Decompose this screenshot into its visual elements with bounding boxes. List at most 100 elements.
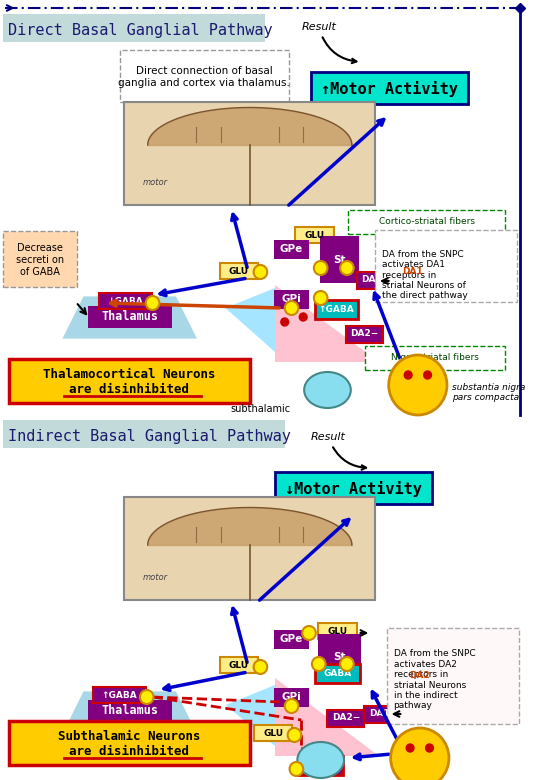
- Polygon shape: [60, 690, 199, 735]
- FancyBboxPatch shape: [89, 700, 172, 722]
- Circle shape: [312, 657, 326, 671]
- Text: St: St: [333, 652, 346, 662]
- Circle shape: [340, 261, 354, 275]
- Polygon shape: [225, 288, 275, 352]
- Circle shape: [404, 371, 412, 379]
- Text: +: +: [314, 659, 323, 669]
- Text: ↑GABA: ↑GABA: [102, 690, 137, 700]
- FancyBboxPatch shape: [124, 102, 375, 205]
- Text: ↑GABA: ↑GABA: [319, 304, 354, 314]
- Text: Decrease
secreti on
of GABA: Decrease secreti on of GABA: [16, 243, 64, 277]
- Text: Cortico-striatal fibers: Cortico-striatal fibers: [379, 218, 475, 226]
- Circle shape: [254, 660, 267, 674]
- Circle shape: [406, 744, 414, 752]
- Text: +: +: [305, 628, 314, 638]
- FancyBboxPatch shape: [311, 72, 468, 104]
- Circle shape: [289, 762, 303, 776]
- Circle shape: [314, 261, 327, 275]
- FancyBboxPatch shape: [298, 756, 343, 775]
- Text: SThN: SThN: [308, 755, 334, 765]
- Text: Result: Result: [301, 22, 356, 63]
- FancyBboxPatch shape: [315, 664, 360, 683]
- Text: +: +: [342, 659, 352, 669]
- Text: GLU: GLU: [229, 267, 249, 275]
- FancyBboxPatch shape: [375, 230, 517, 302]
- FancyBboxPatch shape: [275, 472, 433, 504]
- Text: DA from the SNPC
activates DA2
receptors in
striatal Neurons
in the indirect
pat: DA from the SNPC activates DA2 receptors…: [394, 650, 475, 711]
- Text: GPi: GPi: [282, 294, 301, 304]
- FancyBboxPatch shape: [254, 725, 293, 741]
- Text: GPi: GPi: [282, 692, 301, 702]
- Text: SNPC: SNPC: [405, 753, 435, 763]
- Text: DA2: DA2: [409, 672, 430, 680]
- FancyBboxPatch shape: [327, 710, 365, 727]
- Text: Result: Result: [311, 432, 366, 470]
- FancyBboxPatch shape: [346, 326, 383, 343]
- Polygon shape: [60, 295, 199, 340]
- Circle shape: [389, 355, 447, 415]
- FancyBboxPatch shape: [366, 346, 505, 370]
- FancyBboxPatch shape: [356, 272, 394, 289]
- Text: SThN: SThN: [315, 385, 340, 395]
- Text: Thalamus: Thalamus: [102, 310, 159, 324]
- Text: motor: motor: [143, 178, 168, 187]
- FancyBboxPatch shape: [220, 263, 259, 279]
- Circle shape: [140, 690, 153, 704]
- FancyBboxPatch shape: [318, 623, 356, 639]
- Text: −: −: [286, 700, 297, 712]
- Text: Thalamus: Thalamus: [102, 704, 159, 718]
- FancyBboxPatch shape: [220, 657, 259, 673]
- FancyBboxPatch shape: [9, 359, 249, 403]
- Text: GPe: GPe: [280, 244, 303, 254]
- Text: GABA: GABA: [323, 668, 352, 678]
- Text: GLU: GLU: [229, 661, 249, 669]
- Text: motor: motor: [143, 573, 168, 582]
- Circle shape: [288, 728, 301, 742]
- FancyBboxPatch shape: [3, 231, 77, 287]
- FancyBboxPatch shape: [348, 210, 505, 234]
- Text: Indirect Basal Ganglial Pathway: Indirect Basal Ganglial Pathway: [8, 428, 291, 444]
- FancyBboxPatch shape: [9, 721, 249, 765]
- Circle shape: [424, 371, 431, 379]
- Text: ↑Motor Activity: ↑Motor Activity: [321, 81, 458, 97]
- Text: Nigro-striatal fibers: Nigro-striatal fibers: [392, 353, 480, 363]
- FancyBboxPatch shape: [124, 497, 375, 600]
- FancyBboxPatch shape: [3, 14, 265, 42]
- Text: +: +: [256, 662, 265, 672]
- Text: DA1+: DA1+: [369, 710, 397, 718]
- Circle shape: [302, 626, 316, 640]
- Text: DA2−: DA2−: [350, 329, 379, 339]
- Polygon shape: [225, 685, 275, 746]
- Text: St: St: [333, 255, 346, 265]
- Circle shape: [299, 313, 307, 321]
- FancyBboxPatch shape: [274, 240, 309, 259]
- Circle shape: [146, 296, 159, 310]
- FancyBboxPatch shape: [99, 293, 152, 309]
- Text: +: +: [316, 263, 325, 273]
- FancyBboxPatch shape: [119, 50, 288, 102]
- Text: DA from the SNPC
activates DA1
receptors in
striatal Neurons of
the direct pathw: DA from the SNPC activates DA1 receptors…: [382, 250, 468, 300]
- Circle shape: [254, 265, 267, 279]
- Text: substantia nigra
pars compacta: substantia nigra pars compacta: [452, 383, 525, 402]
- Circle shape: [285, 699, 298, 713]
- Polygon shape: [275, 285, 379, 362]
- Text: DA1: DA1: [402, 268, 423, 276]
- FancyBboxPatch shape: [364, 706, 401, 723]
- FancyBboxPatch shape: [274, 630, 309, 649]
- FancyBboxPatch shape: [274, 290, 309, 309]
- Circle shape: [281, 318, 288, 326]
- Circle shape: [285, 301, 298, 315]
- Text: SNPC: SNPC: [403, 380, 433, 390]
- FancyBboxPatch shape: [315, 300, 357, 319]
- Text: subthalamic: subthalamic: [231, 404, 291, 414]
- Text: Direct Basal Ganglial Pathway: Direct Basal Ganglial Pathway: [8, 23, 272, 37]
- FancyBboxPatch shape: [320, 236, 359, 283]
- Text: GLU: GLU: [305, 231, 325, 239]
- Circle shape: [390, 728, 449, 780]
- Text: −: −: [141, 690, 152, 704]
- Text: ↓Motor Activity: ↓Motor Activity: [285, 481, 422, 497]
- Text: Thalamocortical Neurons
are disinhibited: Thalamocortical Neurons are disinhibited: [43, 368, 215, 396]
- FancyBboxPatch shape: [295, 227, 334, 243]
- FancyBboxPatch shape: [3, 420, 285, 448]
- Circle shape: [426, 744, 434, 752]
